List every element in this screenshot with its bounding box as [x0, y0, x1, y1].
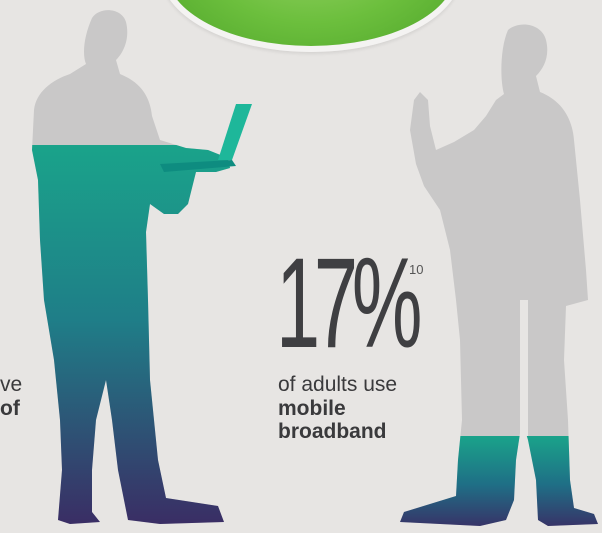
- laptop-icon: [160, 104, 252, 172]
- laptop-man-silhouette: [32, 10, 230, 525]
- stat-line-2: mobile: [278, 396, 346, 420]
- stat-percentage: 17%: [276, 232, 422, 375]
- footnote-marker: 10: [409, 262, 424, 277]
- leg-gap: [520, 300, 528, 436]
- stat-description: of adults use mobile broadband: [278, 373, 397, 444]
- stat-line-1: of adults use: [278, 373, 398, 396]
- left-line-2: of: [0, 396, 20, 420]
- stat-line-3: broadband: [278, 420, 387, 444]
- left-line-1: ve: [0, 373, 23, 396]
- left-stat-description: ve of: [0, 373, 22, 420]
